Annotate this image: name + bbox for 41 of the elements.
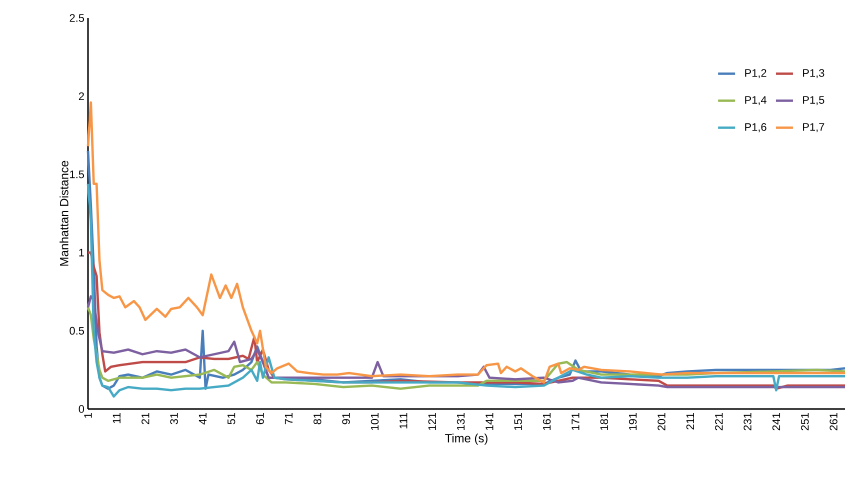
x-tick-label: 231 bbox=[744, 413, 752, 430]
x-tick-label: 111 bbox=[400, 413, 408, 428]
x-tick-label: 201 bbox=[658, 413, 666, 430]
x-tick-label: 91 bbox=[342, 413, 350, 424]
y-tick-label: 1 bbox=[79, 248, 84, 256]
x-tick-label: 121 bbox=[428, 413, 436, 430]
x-tick-label: 151 bbox=[514, 413, 522, 430]
x-tick-label: 251 bbox=[800, 413, 809, 430]
legend-label: P1,2 bbox=[745, 69, 766, 78]
legend-label: P1,3 bbox=[803, 69, 824, 78]
x-tick-label: 161 bbox=[542, 413, 551, 430]
x-tick-label: 191 bbox=[628, 413, 637, 430]
x-tick-label: 211 bbox=[686, 413, 694, 430]
y-tick-label: 0.5 bbox=[70, 326, 84, 335]
y-tick-label: 1.5 bbox=[70, 170, 84, 178]
x-tick-label: 41 bbox=[198, 413, 206, 424]
x-tick-label: 101 bbox=[370, 413, 379, 430]
x-tick-label: 261 bbox=[830, 413, 838, 430]
x-tick-label: 131 bbox=[456, 413, 465, 430]
x-tick-label: 141 bbox=[486, 413, 494, 430]
y-tick-label: 2 bbox=[78, 92, 84, 100]
x-tick-label: 31 bbox=[170, 413, 178, 424]
legend-label: P1,6 bbox=[745, 123, 766, 132]
legend-label: P1,5 bbox=[803, 96, 824, 106]
x-tick-label: 171 bbox=[572, 413, 580, 430]
x-tick-label: 221 bbox=[715, 413, 723, 430]
y-axis-title: Manhattan Distance bbox=[60, 160, 68, 266]
x-tick-label: 71 bbox=[284, 413, 292, 424]
x-tick-label: 51 bbox=[228, 413, 236, 424]
x-tick-label: 1 bbox=[84, 413, 92, 418]
legend-label: P1,7 bbox=[803, 123, 824, 132]
x-tick-label: 21 bbox=[142, 413, 150, 424]
x-axis-title: Time (s) bbox=[445, 434, 488, 445]
y-tick-label: 0 bbox=[78, 405, 84, 413]
y-tick-label: 2.5 bbox=[70, 14, 84, 22]
x-tick-label: 61 bbox=[256, 413, 264, 424]
x-tick-label: 181 bbox=[600, 413, 608, 430]
legend-label: P1,4 bbox=[745, 96, 766, 106]
x-tick-label: 81 bbox=[314, 413, 322, 424]
x-tick-label: 11 bbox=[112, 413, 120, 424]
x-tick-label: 241 bbox=[772, 413, 780, 430]
